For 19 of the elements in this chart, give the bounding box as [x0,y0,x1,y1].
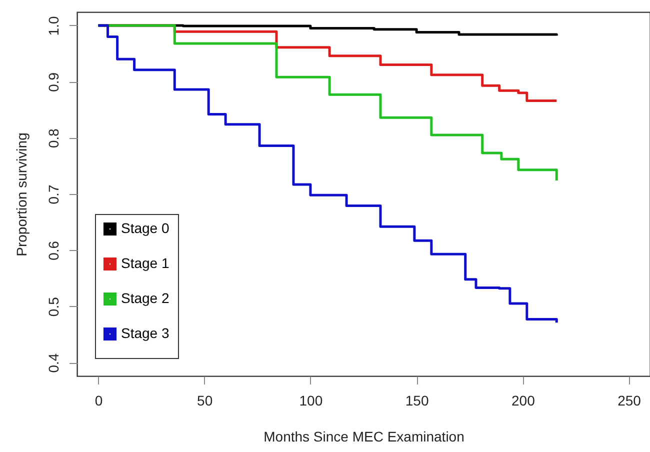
legend-label: Stage 1 [121,255,170,271]
y-tick-label: 0.6 [46,240,62,260]
y-axis-title: Proportion surviving [14,132,30,256]
y-tick-label: 0.4 [46,353,62,373]
y-tick-label: 0.9 [46,72,62,92]
legend-label: Stage 0 [121,220,170,236]
legend-label: Stage 2 [121,290,170,306]
x-tick-label: 0 [94,392,103,408]
x-tick-label: 100 [299,392,323,408]
legend-label: Stage 3 [121,325,170,341]
x-axis-title: Months Since MEC Examination [264,428,464,444]
y-tick-label: 0.5 [46,296,62,317]
x-tick-label: 50 [197,392,213,408]
x-tick-label: 250 [618,392,642,408]
y-tick-label: 0.7 [46,184,62,204]
y-tick-label: 0.8 [46,128,62,148]
y-tick-label: 1.0 [46,16,62,36]
x-tick-label: 200 [511,392,536,408]
x-tick-label: 150 [405,392,429,408]
